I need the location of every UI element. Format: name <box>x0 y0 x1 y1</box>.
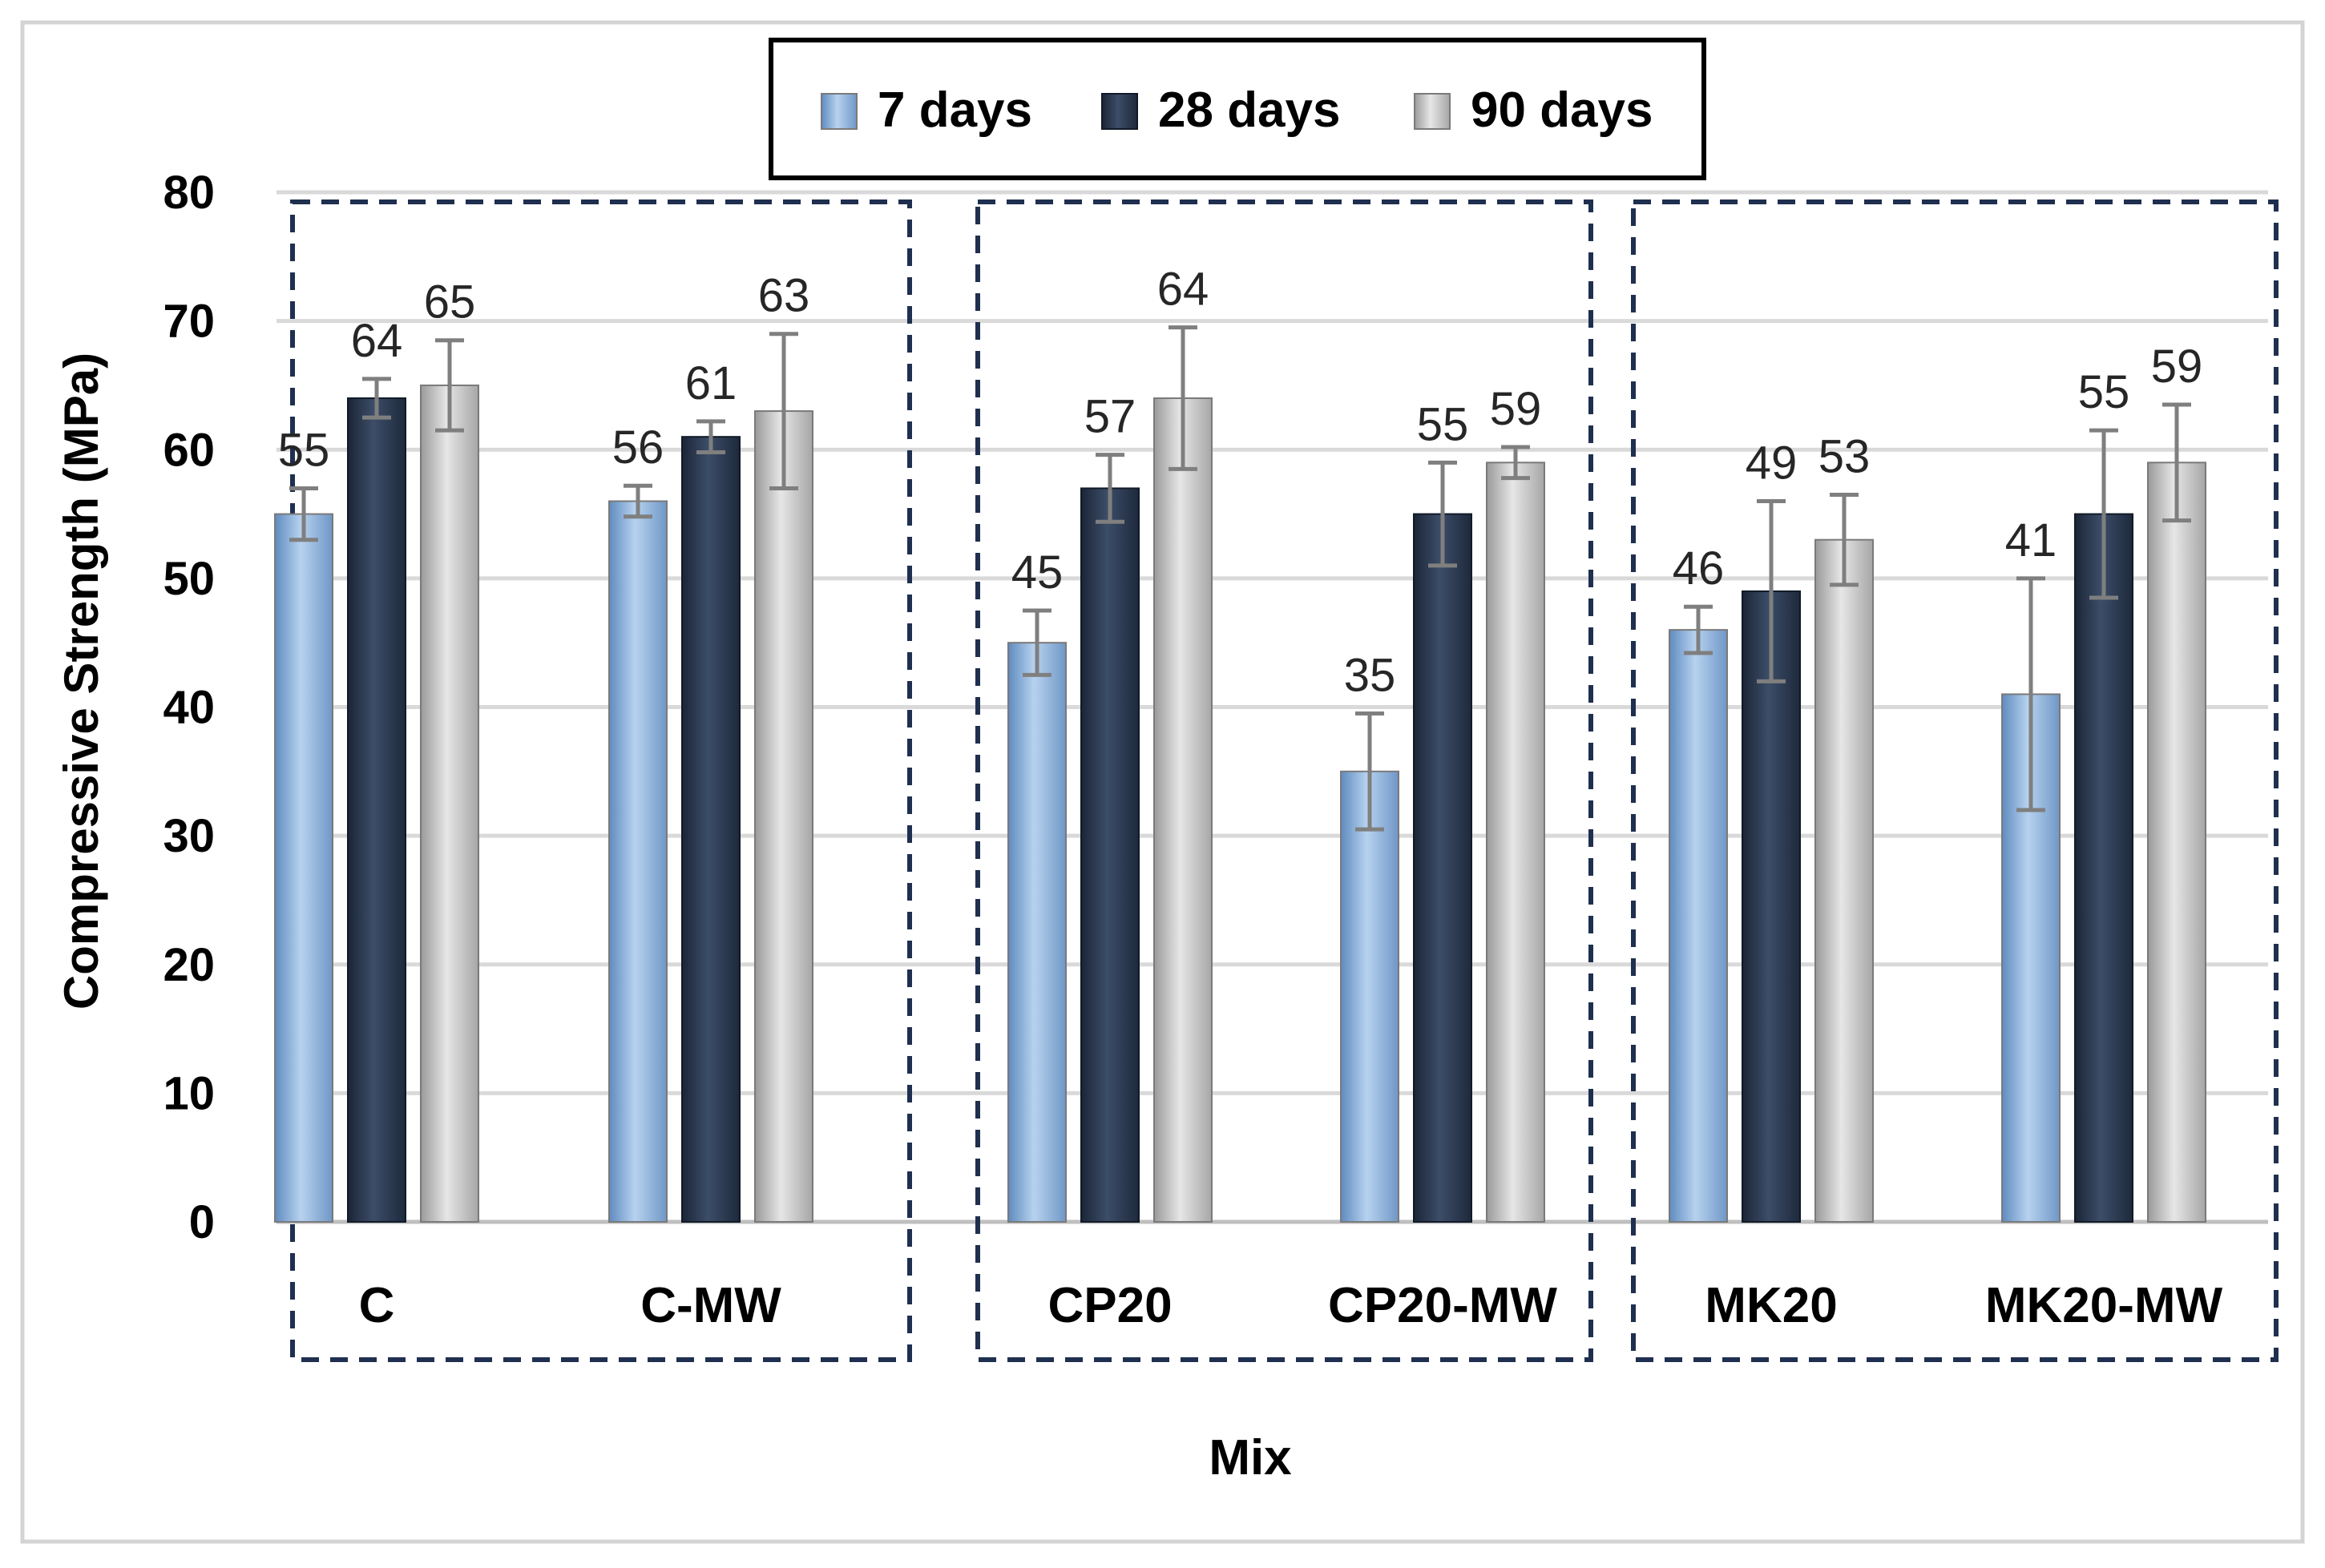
bar <box>608 500 668 1223</box>
data-label: 61 <box>685 357 737 409</box>
x-tick-label: C-MW <box>640 1278 781 1333</box>
legend-label: 28 days <box>1158 83 1341 138</box>
legend-swatch <box>821 93 858 130</box>
group-box-layer <box>290 200 2279 1362</box>
data-label: 35 <box>1344 650 1396 702</box>
bar <box>1742 590 1801 1223</box>
data-label: 41 <box>2005 514 2057 566</box>
legend: 7 days 28 days 90 days <box>769 38 1706 180</box>
bar <box>2074 513 2133 1223</box>
y-tick-label: 20 <box>163 939 215 991</box>
data-label: 57 <box>1084 391 1136 443</box>
bar <box>347 397 406 1223</box>
bar-layer <box>274 384 2206 1223</box>
y-tick-label: 70 <box>163 296 215 348</box>
bar <box>1413 513 1472 1223</box>
group-box <box>290 200 912 1362</box>
y-tick-label: 0 <box>189 1196 215 1248</box>
data-label: 55 <box>2078 366 2130 418</box>
bar <box>2147 462 2206 1223</box>
x-tick-label: MK20 <box>1705 1278 1837 1333</box>
bar <box>1669 629 1728 1223</box>
bar <box>1007 642 1067 1223</box>
data-label: 63 <box>758 270 810 322</box>
y-tick-label: 40 <box>163 682 215 734</box>
data-label: 45 <box>1011 546 1064 599</box>
data-label: 59 <box>1490 383 1542 435</box>
bar <box>1340 770 1399 1223</box>
bar <box>274 513 333 1223</box>
bar <box>1153 397 1213 1223</box>
y-tick-label: 80 <box>163 167 215 219</box>
data-label: 55 <box>1417 398 1469 450</box>
data-label: 65 <box>424 276 476 329</box>
data-label: 64 <box>351 315 403 367</box>
x-axis-label: Mix <box>1209 1430 1292 1485</box>
legend-box <box>769 38 1706 180</box>
axis-layer: 0 10 20 30 40 50 60 70 80 C C-MW CP20 CP20-MW MK20 MK2… <box>54 167 2223 1485</box>
bar <box>1080 487 1140 1223</box>
y-tick-label: 30 <box>163 810 215 862</box>
data-label: 53 <box>1818 430 1871 482</box>
bar <box>754 410 813 1223</box>
data-label: 64 <box>1157 264 1209 316</box>
y-tick-label: 50 <box>163 553 215 605</box>
data-label: 56 <box>612 421 664 474</box>
bar <box>1486 462 1545 1223</box>
y-tick-label: 60 <box>163 424 215 476</box>
group-box <box>975 200 1593 1362</box>
data-label: 59 <box>2151 341 2203 393</box>
data-label-layer: 55 56 45 35 46 41 64 61 57 55 49 55 65 63 64 59 53 59 <box>278 264 2203 702</box>
x-tick-label: C <box>359 1278 395 1333</box>
bar <box>2001 693 2061 1223</box>
bar <box>1814 538 1874 1223</box>
legend-swatch <box>1414 93 1451 130</box>
group-box <box>1631 200 2279 1362</box>
x-tick-label: CP20-MW <box>1328 1278 1557 1333</box>
data-label: 46 <box>1673 542 1725 595</box>
data-label: 55 <box>278 424 330 476</box>
bar <box>681 436 741 1223</box>
legend-label: 90 days <box>1471 83 1653 138</box>
legend-swatch <box>1101 93 1138 130</box>
legend-label: 7 days <box>878 83 1032 138</box>
error-bar-layer <box>289 325 2191 832</box>
y-tick-label: 10 <box>163 1067 215 1119</box>
data-label: 49 <box>1746 437 1798 490</box>
y-axis-label: Compressive Strength (MPa) <box>54 353 108 1010</box>
bar <box>420 384 479 1223</box>
x-tick-label: MK20-MW <box>1985 1278 2223 1333</box>
x-tick-label: CP20 <box>1047 1278 1172 1333</box>
